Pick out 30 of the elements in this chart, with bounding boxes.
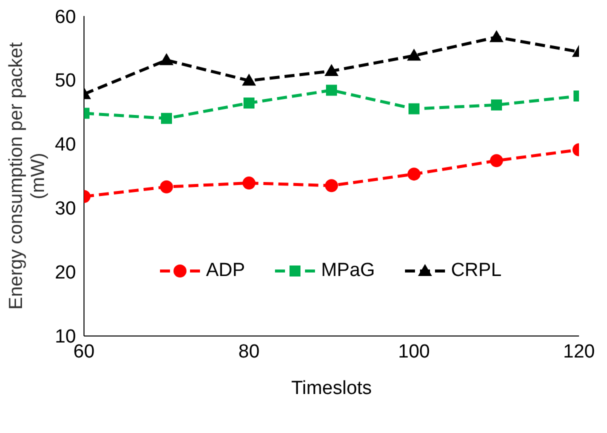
legend-label: MPaG bbox=[321, 260, 375, 282]
point bbox=[244, 98, 254, 109]
point bbox=[160, 180, 173, 194]
point bbox=[490, 154, 503, 168]
x-axis-title: Timeslots bbox=[291, 378, 372, 399]
legend-label: ADP bbox=[206, 260, 246, 282]
point bbox=[326, 84, 337, 96]
y-tick-label: 50 bbox=[54, 70, 76, 92]
y-tick-label: 40 bbox=[54, 134, 76, 156]
point bbox=[160, 53, 174, 66]
point bbox=[490, 30, 504, 42]
point bbox=[161, 112, 172, 124]
x-tick-label: 100 bbox=[398, 341, 430, 362]
point bbox=[325, 179, 338, 192]
point bbox=[408, 168, 420, 181]
x-tick-label: 80 bbox=[238, 341, 260, 362]
x-tick-label: 60 bbox=[73, 341, 95, 362]
y-tick-label: 30 bbox=[54, 198, 76, 220]
point bbox=[324, 64, 338, 76]
legend-label: CRPL bbox=[450, 260, 502, 282]
y-axis-title: Energy consumption per packet (mW) bbox=[6, 42, 49, 310]
point bbox=[408, 103, 420, 114]
x-tick-label: 120 bbox=[563, 341, 595, 362]
point bbox=[407, 48, 421, 61]
point bbox=[242, 74, 256, 86]
y-tick-label: 20 bbox=[54, 262, 76, 284]
point bbox=[242, 176, 256, 190]
point bbox=[491, 99, 502, 110]
y-tick-label: 10 bbox=[54, 326, 76, 348]
y-tick-label: 60 bbox=[54, 6, 76, 28]
